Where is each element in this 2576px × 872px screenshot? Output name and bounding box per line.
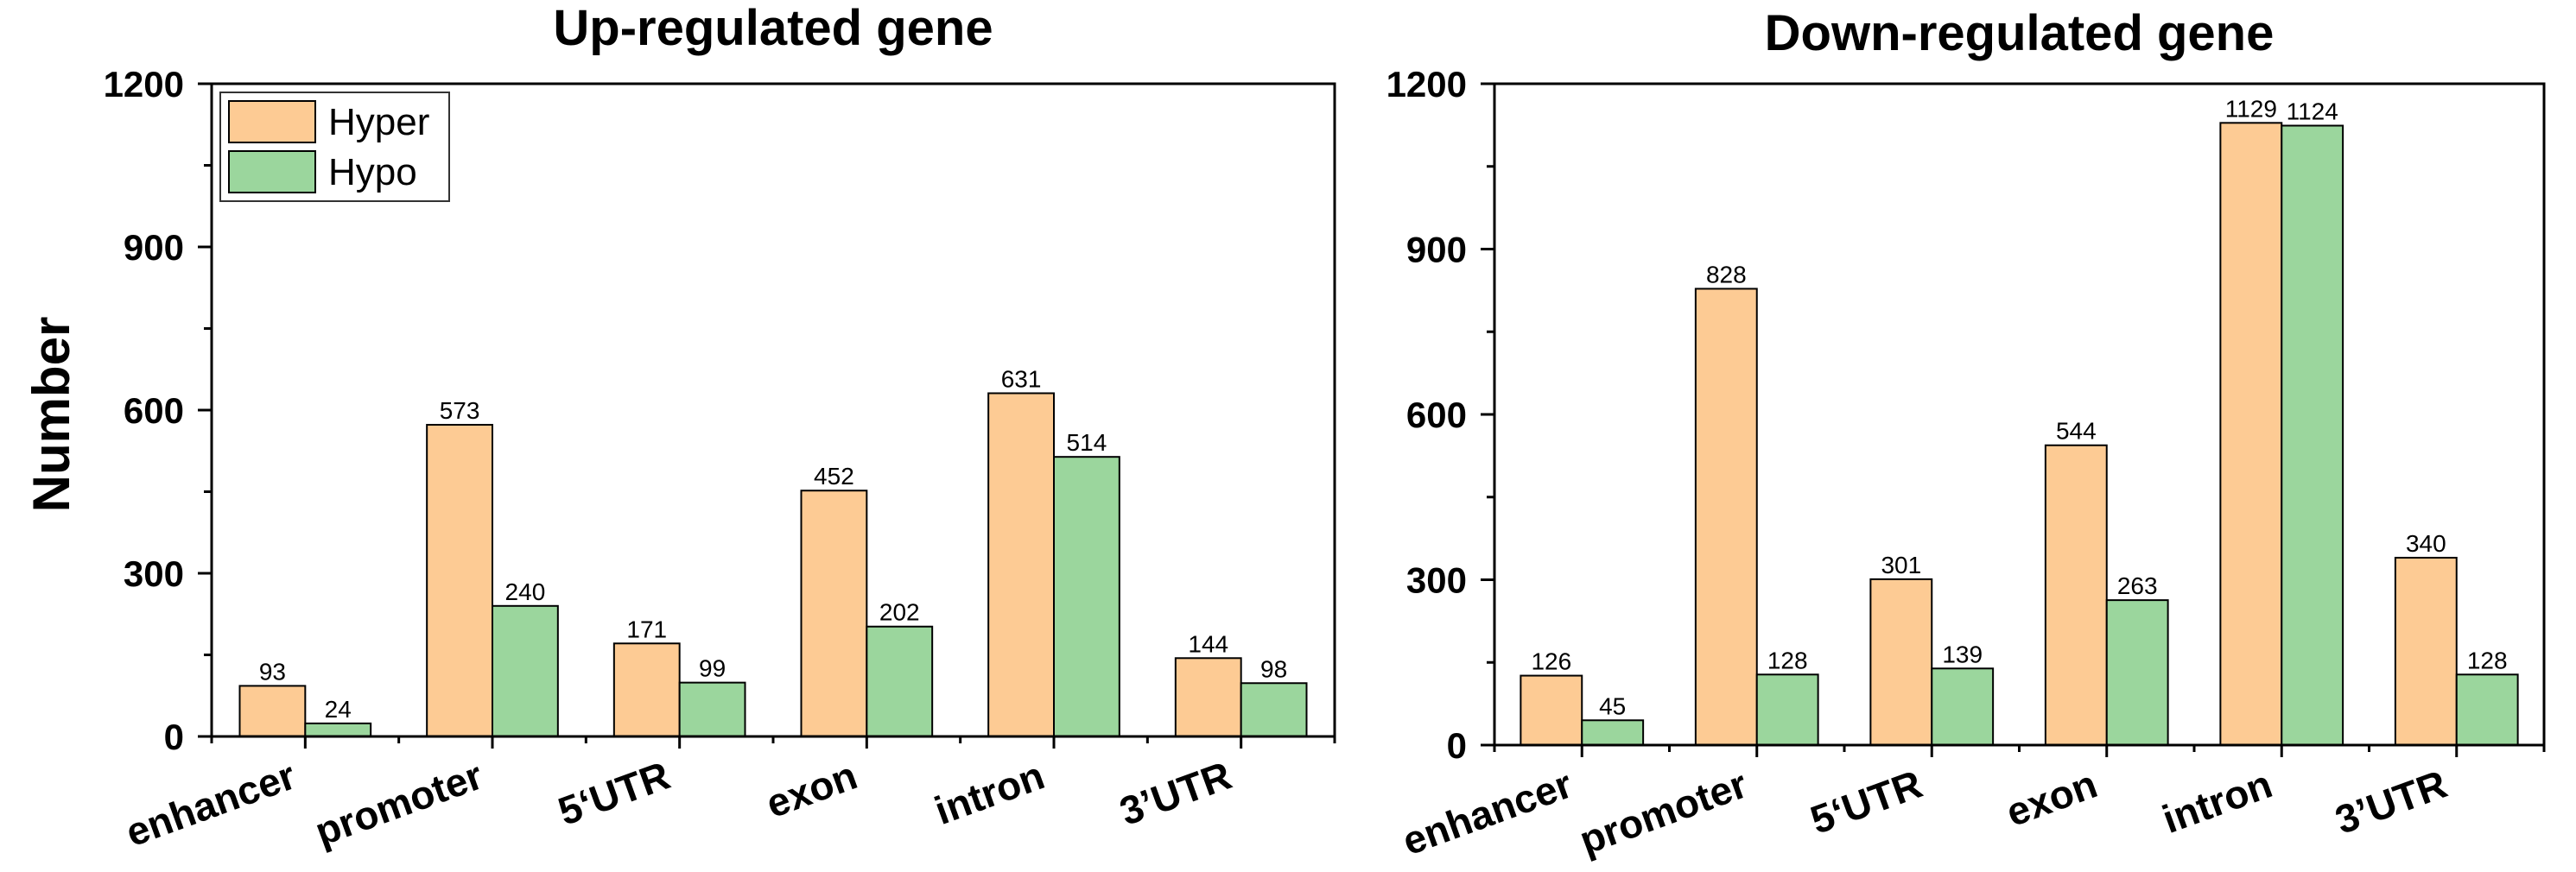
x-tick-label: promoter: [1574, 761, 1754, 863]
data-label-hyper-enhancer: 93: [259, 658, 286, 685]
y-tick-label: 1200: [104, 64, 184, 104]
data-label-hypo-intron: 514: [1067, 429, 1107, 456]
bar-hyper-promoter: [426, 424, 493, 737]
x-tick-label: promoter: [309, 753, 489, 855]
data-label-hypo-exon: 202: [879, 599, 920, 626]
bar-hypo-exon: [2105, 599, 2169, 747]
bar-hyper-enhancer: [1520, 674, 1583, 747]
bar-hyper-5-utr: [1869, 578, 1933, 747]
y-tick-label: 0: [1447, 725, 1467, 766]
bar-hyper-3-utr: [1174, 657, 1242, 738]
data-label-hyper-exon: 452: [814, 463, 854, 490]
y-tick-label: 900: [1406, 230, 1467, 270]
data-label-hyper-3-utr: 340: [2406, 530, 2446, 557]
bar-hypo-3-utr: [1240, 682, 1308, 738]
legend-swatch-hyper: [228, 100, 316, 143]
y-tick-label: 600: [1406, 395, 1467, 435]
y-tick-label: 300: [124, 553, 184, 594]
bar-hypo-3-utr: [2455, 673, 2519, 746]
y-tick-label: 0: [164, 717, 184, 757]
data-label-hyper-promoter: 573: [440, 397, 480, 424]
x-tick-label: intron: [2156, 761, 2277, 842]
bar-hypo-promoter: [492, 604, 559, 737]
plot-frame: [1493, 82, 2546, 747]
y-tick-label: 300: [1406, 560, 1467, 601]
data-label-hypo-promoter: 240: [505, 578, 546, 605]
y-tick-label: 900: [124, 227, 184, 268]
data-label-hyper-intron: 1129: [2225, 95, 2277, 122]
bar-hyper-intron: [987, 392, 1055, 737]
bar-hypo-promoter: [1755, 673, 1819, 746]
bar-hyper-exon: [2044, 444, 2108, 746]
data-label-hyper-exon: 544: [2056, 418, 2097, 445]
chart-panel-down-regulated: Down-regulated gene 0 300 600 900 1200 126 45 en…: [1386, 5, 2546, 863]
legend-label-hypo: Hypo: [328, 151, 417, 193]
chart-panel-up-regulated: Up-regulated gene 0 300 600 900 1200 93 24 enhan…: [104, 0, 1336, 855]
data-label-hyper-intron: 631: [1001, 365, 1042, 392]
data-label-hypo-5-utr: 99: [699, 655, 726, 682]
bar-hypo-5-utr: [1931, 667, 1995, 746]
bar-hyper-3-utr: [2394, 556, 2458, 747]
legend: Hyper Hypo: [219, 92, 450, 202]
data-label-hypo-enhancer: 24: [325, 696, 352, 723]
legend-label-hyper: Hyper: [328, 101, 429, 143]
legend-swatch-hypo: [228, 150, 316, 193]
bar-hypo-intron: [2281, 124, 2344, 747]
plot-frame: [210, 82, 1336, 738]
x-tick-label: intron: [929, 753, 1050, 833]
chart-title: Down-regulated gene: [1765, 5, 2275, 61]
bar-hyper-intron: [2219, 122, 2283, 747]
data-label-hypo-enhancer: 45: [1599, 692, 1626, 719]
bar-hypo-intron: [1053, 456, 1120, 737]
y-axis-label: Number: [22, 317, 80, 513]
y-tick-label: 600: [124, 390, 184, 431]
data-label-hypo-intron: 1124: [2287, 98, 2338, 125]
data-label-hyper-promoter: 828: [1706, 261, 1747, 288]
chart-title: Up-regulated gene: [553, 0, 993, 56]
bar-hypo-enhancer: [1581, 719, 1645, 747]
data-label-hyper-5-utr: 301: [1881, 552, 1921, 578]
bar-hypo-5-utr: [678, 681, 746, 738]
data-label-hypo-5-utr: 139: [1942, 641, 1983, 667]
bar-hyper-promoter: [1694, 288, 1758, 746]
data-label-hypo-3-utr: 98: [1260, 655, 1287, 682]
data-label-hypo-promoter: 128: [1767, 647, 1808, 673]
x-tick-label: 5‘UTR: [1805, 761, 1928, 843]
x-tick-label: exon: [760, 753, 863, 827]
data-label-hyper-enhancer: 126: [1531, 648, 1571, 675]
bar-hypo-exon: [866, 625, 934, 737]
x-tick-label: 5‘UTR: [552, 753, 676, 834]
x-tick-label: enhancer: [1397, 761, 1578, 863]
y-tick-label: 1200: [1386, 64, 1467, 104]
x-tick-label: enhancer: [120, 752, 301, 855]
x-tick-label: 3’UTR: [1114, 753, 1237, 834]
bar-hyper-exon: [800, 490, 868, 737]
bar-hyper-enhancer: [238, 685, 307, 737]
data-label-hyper-3-utr: 144: [1188, 630, 1228, 657]
data-label-hypo-3-utr: 128: [2467, 647, 2508, 673]
x-tick-label: 3’UTR: [2329, 761, 2452, 843]
bar-hypo-enhancer: [304, 722, 372, 738]
x-tick-label: exon: [2000, 761, 2103, 836]
bar-hyper-5-utr: [612, 642, 681, 738]
data-label-hypo-exon: 263: [2117, 572, 2158, 599]
data-label-hyper-5-utr: 171: [626, 616, 667, 642]
